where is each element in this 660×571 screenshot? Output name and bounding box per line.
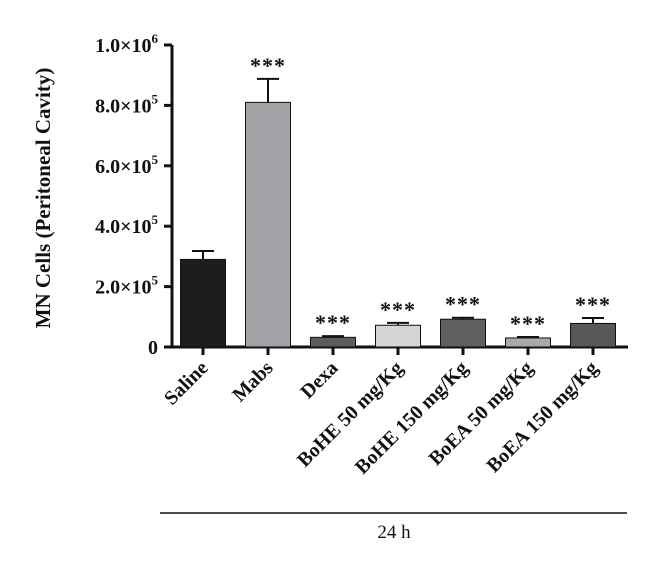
x-tick-label: BoEA 150 mg/Kg [482,357,602,477]
significance-label: *** [380,297,416,322]
bars: *** *** *** *** *** *** [180,53,616,348]
bar [180,258,226,348]
y-tick-label: 2.0×105 [95,273,158,299]
y-tick-exponent: 5 [152,91,159,106]
x-tick-label: BoHE 150 mg/Kg [351,357,473,479]
y-tick-label: 6.0×105 [95,152,158,178]
significance-label: *** [510,311,546,336]
significance-label: *** [315,310,351,335]
bar [310,336,356,348]
bar [570,322,616,348]
y-tick-exponent: 5 [152,212,159,227]
y-tick-exponent: 5 [152,273,159,288]
x-tick-label: Saline [160,357,213,410]
y-tick-label: 0 [148,337,158,359]
group-label: 24 h [377,522,411,543]
x-tick-label: Dexa [296,357,342,403]
bar [440,318,486,348]
bar [245,101,291,348]
y-tick-exponent: 6 [152,31,159,46]
bar [505,337,551,348]
y-tick-exponent: 5 [152,152,159,167]
y-tick-label: 1.0×106 [95,31,158,57]
x-tick-label: Mabs [228,357,277,406]
significance-label: *** [445,292,481,317]
y-axis-ticks: 0 2.0×105 4.0×105 6.0×105 8.0×105 1.0×106 [95,31,172,359]
bar [375,324,421,348]
significance-label: *** [250,53,286,78]
significance-label: *** [575,292,611,317]
y-axis-title: MN Cells (Peritoneal Cavity) [31,68,55,329]
y-tick-label: 4.0×105 [95,212,158,238]
y-tick-label: 8.0×105 [95,91,158,117]
